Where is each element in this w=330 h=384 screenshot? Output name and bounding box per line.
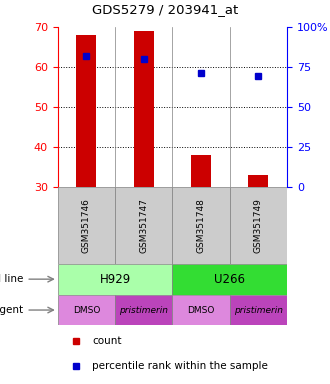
Bar (76, 35, 96, 187)
Bar (115, 187, 173, 264)
Bar (230, 187, 287, 264)
Text: H929: H929 (99, 273, 131, 286)
Bar (230, 295, 287, 326)
Bar (173, 264, 287, 295)
Bar (58, 295, 115, 326)
Text: percentile rank within the sample: percentile rank within the sample (92, 361, 268, 371)
Text: GSM351747: GSM351747 (139, 198, 148, 253)
Text: count: count (92, 336, 122, 346)
Text: cell line: cell line (0, 274, 23, 284)
Bar (248, 175, 269, 187)
Text: GSM351748: GSM351748 (197, 198, 206, 253)
Text: pristimerin: pristimerin (234, 306, 283, 314)
Text: GSM351746: GSM351746 (82, 198, 91, 253)
Bar (173, 295, 230, 326)
Bar (58, 264, 173, 295)
Bar (134, 31, 154, 187)
Bar (115, 295, 173, 326)
Text: agent: agent (0, 305, 23, 315)
Bar (173, 187, 230, 264)
Text: U266: U266 (214, 273, 245, 286)
Bar (191, 155, 211, 187)
Text: pristimerin: pristimerin (119, 306, 168, 314)
Bar (58, 187, 115, 264)
Text: GSM351749: GSM351749 (254, 198, 263, 253)
Text: DMSO: DMSO (187, 306, 215, 314)
Text: GDS5279 / 203941_at: GDS5279 / 203941_at (92, 3, 238, 16)
Text: DMSO: DMSO (73, 306, 100, 314)
